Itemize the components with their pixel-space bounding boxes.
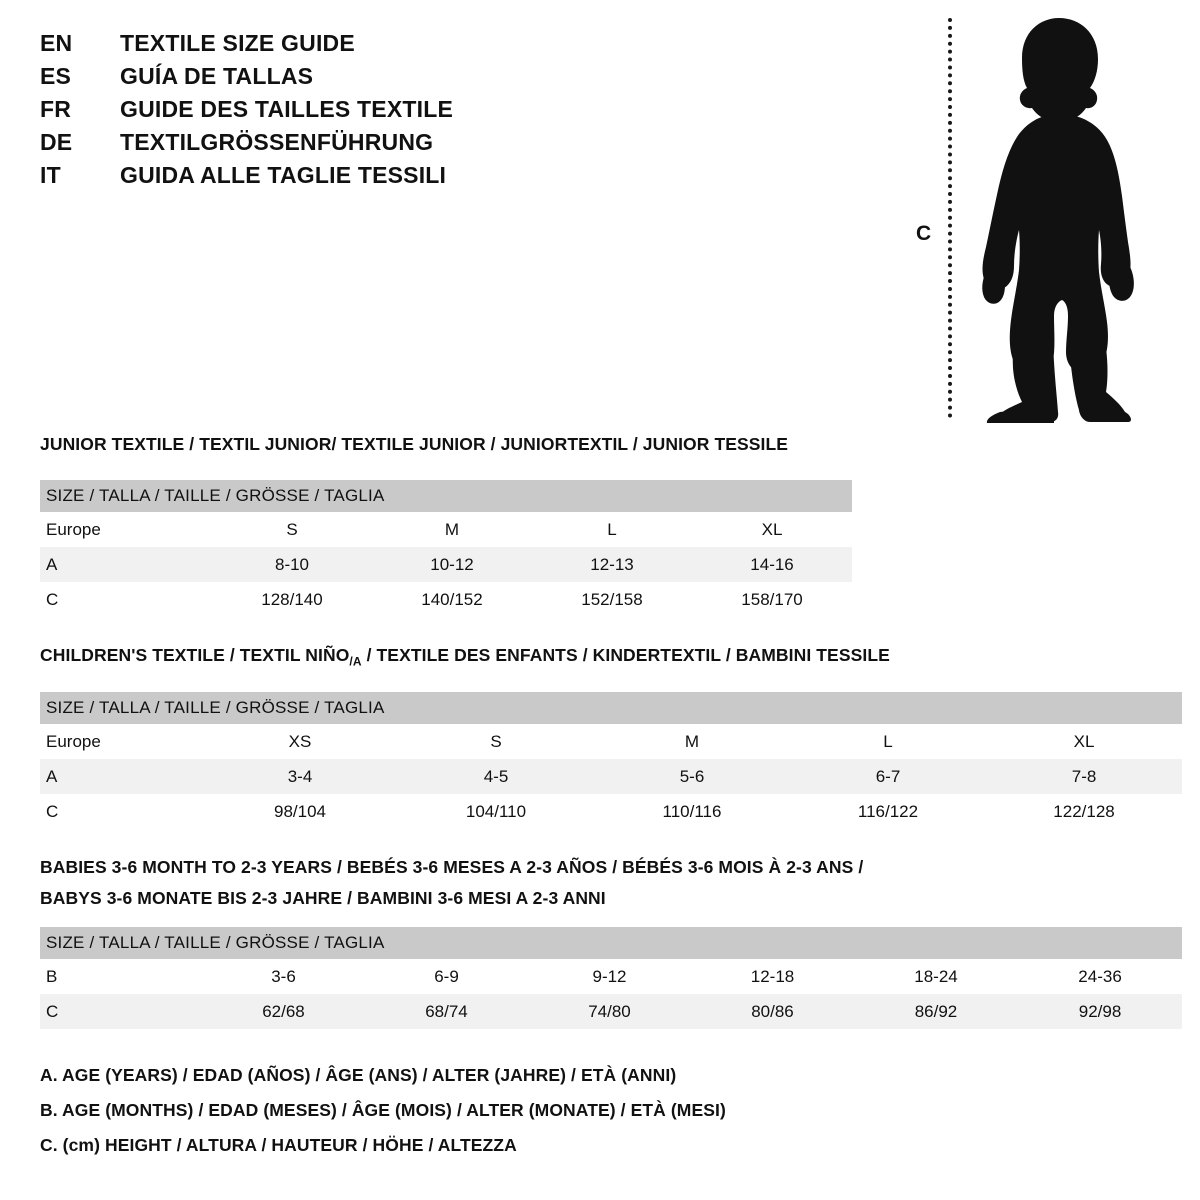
children-row-europe: Europe XS S M L XL — [40, 724, 1183, 759]
section-title-children-pre: CHILDREN'S TEXTILE / TEXTIL NIÑO — [40, 645, 350, 665]
children-height-l: 116/122 — [790, 794, 986, 829]
height-figure: C — [900, 10, 1170, 425]
language-row-fr: FR GUIDE DES TAILLES TEXTILE — [40, 96, 560, 129]
language-row-it: IT GUIDA ALLE TAGLIE TESSILI — [40, 162, 560, 195]
babies-months-4: 12-18 — [691, 959, 854, 994]
babies-row-b: B 3-6 6-9 9-12 12-18 18-24 24-36 — [40, 959, 1183, 994]
babies-row-c: C 62/68 68/74 74/80 80/86 86/92 92/98 — [40, 994, 1183, 1029]
junior-height-s: 128/140 — [212, 582, 372, 617]
junior-size-xl: XL — [692, 512, 853, 547]
children-row-label-c: C — [40, 794, 202, 829]
junior-size-m: M — [372, 512, 532, 547]
babies-size-table: SIZE / TALLA / TAILLE / GRÖSSE / TAGLIA … — [40, 927, 1183, 1029]
junior-row-label-a: A — [40, 547, 212, 582]
language-code-de: DE — [40, 129, 73, 155]
children-table-band-row: SIZE / TALLA / TAILLE / GRÖSSE / TAGLIA — [40, 692, 1183, 724]
junior-age-m: 10-12 — [372, 547, 532, 582]
children-row-a: A 3-4 4-5 5-6 6-7 7-8 — [40, 759, 1183, 794]
children-age-l: 6-7 — [790, 759, 986, 794]
babies-height-3: 74/80 — [528, 994, 691, 1029]
junior-age-xl: 14-16 — [692, 547, 853, 582]
babies-height-2: 68/74 — [365, 994, 528, 1029]
section-title-junior: JUNIOR TEXTILE / TEXTIL JUNIOR/ TEXTILE … — [40, 434, 789, 454]
children-height-s: 104/110 — [398, 794, 594, 829]
babies-months-2: 6-9 — [365, 959, 528, 994]
legend-row-b: B. AGE (MONTHS) / EDAD (MESES) / ÂGE (MO… — [40, 1100, 726, 1120]
language-title-es: GUÍA DE TALLAS — [120, 63, 314, 89]
babies-months-5: 18-24 — [854, 959, 1018, 994]
height-label-c: C — [916, 222, 932, 245]
language-code-it: IT — [40, 162, 61, 188]
junior-size-s: S — [212, 512, 372, 547]
junior-row-c: C 128/140 140/152 152/158 158/170 — [40, 582, 853, 617]
language-row-en: EN TEXTILE SIZE GUIDE — [40, 30, 560, 63]
section-title-children-post: / TEXTILE DES ENFANTS / KINDERTEXTIL / B… — [361, 645, 890, 665]
babies-height-4: 80/86 — [691, 994, 854, 1029]
children-size-l: L — [790, 724, 986, 759]
babies-table-band-row: SIZE / TALLA / TAILLE / GRÖSSE / TAGLIA — [40, 927, 1183, 959]
junior-height-l: 152/158 — [532, 582, 692, 617]
child-silhouette-icon — [982, 18, 1134, 423]
children-row-label-a: A — [40, 759, 202, 794]
children-age-xs: 3-4 — [202, 759, 398, 794]
height-dotted-line-icon — [948, 18, 952, 418]
language-code-en: EN — [40, 30, 73, 56]
children-age-m: 5-6 — [594, 759, 790, 794]
children-size-m: M — [594, 724, 790, 759]
babies-row-label-c: C — [40, 994, 202, 1029]
language-code-es: ES — [40, 63, 72, 89]
children-size-xl: XL — [986, 724, 1183, 759]
language-row-de: DE TEXTILGRÖSSENFÜHRUNG — [40, 129, 560, 162]
junior-height-m: 140/152 — [372, 582, 532, 617]
children-size-table: SIZE / TALLA / TAILLE / GRÖSSE / TAGLIA … — [40, 692, 1183, 829]
language-title-it: GUIDA ALLE TAGLIE TESSILI — [120, 162, 447, 188]
children-row-label-europe: Europe — [40, 724, 202, 759]
junior-row-europe: Europe S M L XL — [40, 512, 853, 547]
junior-height-xl: 158/170 — [692, 582, 853, 617]
legend-row-c: C. (cm) HEIGHT / ALTURA / HAUTEUR / HÖHE… — [40, 1135, 517, 1155]
babies-months-3: 9-12 — [528, 959, 691, 994]
children-size-xs: XS — [202, 724, 398, 759]
junior-table-band-row: SIZE / TALLA / TAILLE / GRÖSSE / TAGLIA — [40, 480, 853, 512]
section-title-babies-line1: BABIES 3-6 MONTH TO 2-3 YEARS / BEBÉS 3-… — [40, 857, 864, 877]
language-header-block: EN TEXTILE SIZE GUIDE ES GUÍA DE TALLAS … — [40, 30, 560, 195]
children-size-s: S — [398, 724, 594, 759]
children-height-xs: 98/104 — [202, 794, 398, 829]
junior-size-l: L — [532, 512, 692, 547]
language-title-en: TEXTILE SIZE GUIDE — [120, 30, 355, 56]
section-title-children-sub: /A — [349, 654, 362, 669]
junior-row-label-c: C — [40, 582, 212, 617]
children-height-xl: 122/128 — [986, 794, 1183, 829]
babies-row-label-b: B — [40, 959, 202, 994]
junior-size-table: SIZE / TALLA / TAILLE / GRÖSSE / TAGLIA … — [40, 480, 853, 617]
babies-height-1: 62/68 — [202, 994, 365, 1029]
children-age-xl: 7-8 — [986, 759, 1183, 794]
language-title-de: TEXTILGRÖSSENFÜHRUNG — [120, 129, 434, 155]
language-title-fr: GUIDE DES TAILLES TEXTILE — [120, 96, 453, 122]
babies-months-6: 24-36 — [1018, 959, 1183, 994]
junior-row-a: A 8-10 10-12 12-13 14-16 — [40, 547, 853, 582]
section-title-children: CHILDREN'S TEXTILE / TEXTIL NIÑO/A / TEX… — [40, 645, 890, 669]
junior-row-label-europe: Europe — [40, 512, 212, 547]
section-title-babies-line2: BABYS 3-6 MONATE BIS 2-3 JAHRE / BAMBINI… — [40, 888, 606, 908]
children-height-m: 110/116 — [594, 794, 790, 829]
babies-months-1: 3-6 — [202, 959, 365, 994]
junior-band-label: SIZE / TALLA / TAILLE / GRÖSSE / TAGLIA — [40, 480, 853, 512]
junior-age-l: 12-13 — [532, 547, 692, 582]
babies-height-6: 92/98 — [1018, 994, 1183, 1029]
children-age-s: 4-5 — [398, 759, 594, 794]
language-code-fr: FR — [40, 96, 72, 122]
babies-band-label: SIZE / TALLA / TAILLE / GRÖSSE / TAGLIA — [40, 927, 1183, 959]
language-row-es: ES GUÍA DE TALLAS — [40, 63, 560, 96]
children-band-label: SIZE / TALLA / TAILLE / GRÖSSE / TAGLIA — [40, 692, 1183, 724]
legend-block: A. AGE (YEARS) / EDAD (AÑOS) / ÂGE (ANS)… — [40, 1065, 726, 1170]
junior-age-s: 8-10 — [212, 547, 372, 582]
legend-row-a: A. AGE (YEARS) / EDAD (AÑOS) / ÂGE (ANS)… — [40, 1065, 677, 1085]
children-row-c: C 98/104 104/110 110/116 116/122 122/128 — [40, 794, 1183, 829]
babies-height-5: 86/92 — [854, 994, 1018, 1029]
